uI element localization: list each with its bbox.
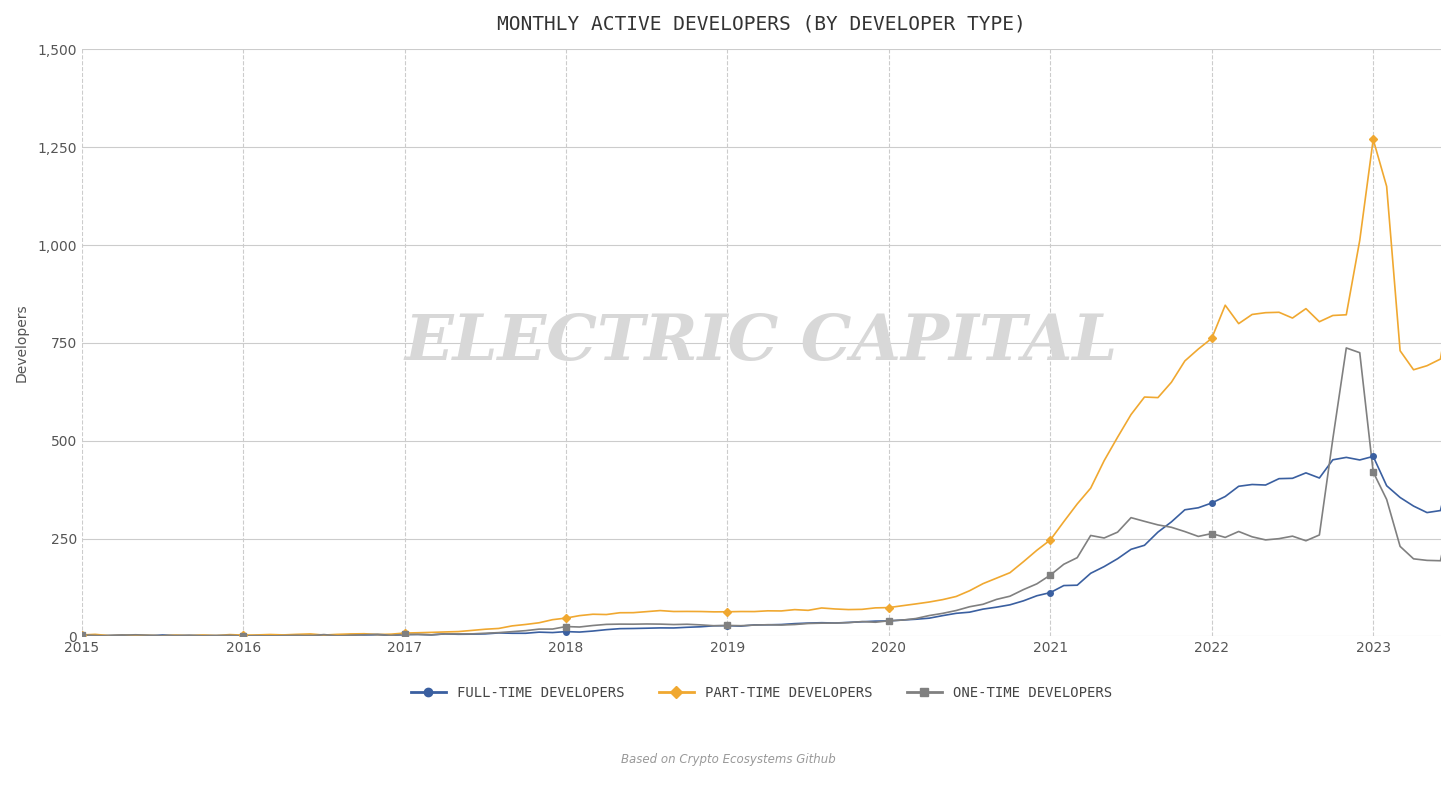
Title: MONTHLY ACTIVE DEVELOPERS (BY DEVELOPER TYPE): MONTHLY ACTIVE DEVELOPERS (BY DEVELOPER … <box>496 15 1025 34</box>
Legend: FULL-TIME DEVELOPERS, PART-TIME DEVELOPERS, ONE-TIME DEVELOPERS: FULL-TIME DEVELOPERS, PART-TIME DEVELOPE… <box>405 681 1117 706</box>
Y-axis label: Developers: Developers <box>15 303 29 382</box>
Text: Based on Crypto Ecosystems Github: Based on Crypto Ecosystems Github <box>620 753 836 766</box>
Text: ELECTRIC CAPITAL: ELECTRIC CAPITAL <box>405 312 1118 373</box>
